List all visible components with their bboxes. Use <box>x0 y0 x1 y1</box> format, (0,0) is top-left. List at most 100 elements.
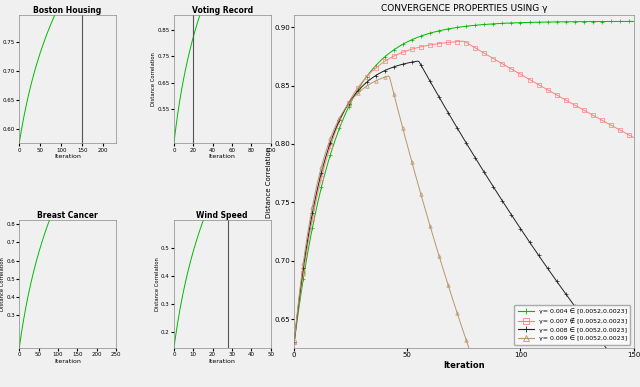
γ= 0.004 ∈ [0.0052,0.0023] <box>399 42 406 46</box>
γ= 0.008 ∈ [0.0052,0.0023] <box>444 110 452 115</box>
γ= 0.004 ∈ [0.0052,0.0023] <box>544 20 552 24</box>
γ= 0.007 ∉ [0.0052,0.0023] <box>381 59 388 64</box>
γ= 0.007 ∉ [0.0052,0.0023] <box>417 45 425 49</box>
γ= 0.009 ∈ [0.0052,0.0023] <box>472 364 479 368</box>
γ= 0.004 ∈ [0.0052,0.0023] <box>462 24 470 29</box>
γ= 0.007 ∉ [0.0052,0.0023] <box>399 50 406 55</box>
Line: γ= 0.008 ∈ [0.0052,0.0023]: γ= 0.008 ∈ [0.0052,0.0023] <box>292 60 631 379</box>
Y-axis label: Distance Correlation: Distance Correlation <box>0 257 5 311</box>
γ= 0.007 ∉ [0.0052,0.0023] <box>481 51 488 56</box>
γ= 0.009 ∈ [0.0052,0.0023] <box>300 261 307 266</box>
γ= 0.008 ∈ [0.0052,0.0023] <box>508 212 515 217</box>
γ= 0.008 ∈ [0.0052,0.0023] <box>354 89 362 94</box>
γ= 0.007 ∉ [0.0052,0.0023] <box>335 119 343 124</box>
γ= 0.004 ∈ [0.0052,0.0023] <box>535 20 543 24</box>
γ= 0.008 ∈ [0.0052,0.0023] <box>345 101 353 106</box>
γ= 0.008 ∈ [0.0052,0.0023] <box>462 140 470 145</box>
γ= 0.007 ∉ [0.0052,0.0023] <box>291 340 298 345</box>
γ= 0.007 ∉ [0.0052,0.0023] <box>408 47 416 51</box>
γ= 0.004 ∈ [0.0052,0.0023] <box>571 19 579 24</box>
γ= 0.008 ∈ [0.0052,0.0023] <box>625 375 633 379</box>
γ= 0.007 ∉ [0.0052,0.0023] <box>580 108 588 113</box>
γ= 0.009 ∈ [0.0052,0.0023] <box>354 91 362 96</box>
γ= 0.008 ∈ [0.0052,0.0023] <box>544 266 552 271</box>
γ= 0.007 ∉ [0.0052,0.0023] <box>525 77 533 82</box>
γ= 0.004 ∈ [0.0052,0.0023] <box>553 19 561 24</box>
X-axis label: Iteration: Iteration <box>54 359 81 364</box>
γ= 0.007 ∉ [0.0052,0.0023] <box>589 113 596 118</box>
X-axis label: Iteration: Iteration <box>54 154 81 159</box>
γ= 0.009 ∈ [0.0052,0.0023] <box>426 223 434 228</box>
Title: Voting Record: Voting Record <box>192 6 253 15</box>
γ= 0.007 ∉ [0.0052,0.0023] <box>426 43 434 47</box>
γ= 0.009 ∈ [0.0052,0.0023] <box>308 205 316 209</box>
γ= 0.008 ∈ [0.0052,0.0023] <box>453 125 461 130</box>
γ= 0.009 ∈ [0.0052,0.0023] <box>390 91 397 96</box>
γ= 0.004 ∈ [0.0052,0.0023] <box>381 55 388 59</box>
γ= 0.008 ∈ [0.0052,0.0023] <box>417 63 425 67</box>
γ= 0.004 ∈ [0.0052,0.0023] <box>335 126 343 130</box>
γ= 0.009 ∈ [0.0052,0.0023] <box>399 126 406 131</box>
γ= 0.007 ∉ [0.0052,0.0023] <box>535 82 543 87</box>
γ= 0.008 ∈ [0.0052,0.0023] <box>381 68 388 73</box>
γ= 0.009 ∈ [0.0052,0.0023] <box>435 253 443 258</box>
γ= 0.004 ∈ [0.0052,0.0023] <box>308 226 316 231</box>
γ= 0.009 ∈ [0.0052,0.0023] <box>453 311 461 315</box>
Title: CONVERGENCE PROPERTIES USING γ: CONVERGENCE PROPERTIES USING γ <box>381 4 547 13</box>
γ= 0.004 ∈ [0.0052,0.0023] <box>372 63 380 68</box>
γ= 0.009 ∈ [0.0052,0.0023] <box>345 101 353 106</box>
γ= 0.009 ∈ [0.0052,0.0023] <box>381 75 388 79</box>
γ= 0.007 ∉ [0.0052,0.0023] <box>372 66 380 70</box>
γ= 0.008 ∈ [0.0052,0.0023] <box>335 118 343 123</box>
γ= 0.007 ∉ [0.0052,0.0023] <box>598 118 606 123</box>
γ= 0.007 ∉ [0.0052,0.0023] <box>354 86 362 90</box>
γ= 0.007 ∉ [0.0052,0.0023] <box>499 62 506 66</box>
γ= 0.007 ∉ [0.0052,0.0023] <box>345 100 353 105</box>
γ= 0.008 ∈ [0.0052,0.0023] <box>562 291 570 296</box>
γ= 0.004 ∈ [0.0052,0.0023] <box>291 340 298 345</box>
γ= 0.007 ∉ [0.0052,0.0023] <box>625 133 633 137</box>
γ= 0.008 ∈ [0.0052,0.0023] <box>372 73 380 78</box>
γ= 0.008 ∈ [0.0052,0.0023] <box>363 80 371 85</box>
Line: γ= 0.009 ∈ [0.0052,0.0023]: γ= 0.009 ∈ [0.0052,0.0023] <box>292 75 631 387</box>
γ= 0.008 ∈ [0.0052,0.0023] <box>317 170 325 175</box>
Legend: γ= 0.004 ∈ [0.0052,0.0023], γ= 0.007 ∉ [0.0052,0.0023], γ= 0.008 ∈ [0.0052,0.002: γ= 0.004 ∈ [0.0052,0.0023], γ= 0.007 ∉ [… <box>514 305 630 345</box>
γ= 0.007 ∉ [0.0052,0.0023] <box>390 54 397 58</box>
γ= 0.004 ∈ [0.0052,0.0023] <box>499 21 506 26</box>
γ= 0.004 ∈ [0.0052,0.0023] <box>417 34 425 38</box>
γ= 0.007 ∉ [0.0052,0.0023] <box>544 87 552 92</box>
γ= 0.004 ∈ [0.0052,0.0023] <box>444 27 452 31</box>
γ= 0.008 ∈ [0.0052,0.0023] <box>607 352 615 356</box>
γ= 0.004 ∈ [0.0052,0.0023] <box>390 48 397 52</box>
γ= 0.009 ∈ [0.0052,0.0023] <box>372 79 380 83</box>
γ= 0.009 ∈ [0.0052,0.0023] <box>462 338 470 342</box>
γ= 0.009 ∈ [0.0052,0.0023] <box>326 136 334 141</box>
γ= 0.007 ∉ [0.0052,0.0023] <box>607 123 615 127</box>
γ= 0.008 ∈ [0.0052,0.0023] <box>308 211 316 216</box>
γ= 0.004 ∈ [0.0052,0.0023] <box>607 19 615 24</box>
γ= 0.007 ∉ [0.0052,0.0023] <box>317 176 325 180</box>
γ= 0.004 ∈ [0.0052,0.0023] <box>345 105 353 110</box>
γ= 0.007 ∉ [0.0052,0.0023] <box>363 74 371 79</box>
Title: Boston Housing: Boston Housing <box>33 6 102 15</box>
γ= 0.008 ∈ [0.0052,0.0023] <box>516 226 524 231</box>
γ= 0.007 ∉ [0.0052,0.0023] <box>308 217 316 222</box>
γ= 0.004 ∈ [0.0052,0.0023] <box>317 185 325 190</box>
γ= 0.007 ∉ [0.0052,0.0023] <box>490 56 497 61</box>
γ= 0.004 ∈ [0.0052,0.0023] <box>508 21 515 25</box>
γ= 0.004 ∈ [0.0052,0.0023] <box>598 19 606 24</box>
γ= 0.007 ∉ [0.0052,0.0023] <box>508 67 515 72</box>
γ= 0.008 ∈ [0.0052,0.0023] <box>390 65 397 69</box>
γ= 0.007 ∉ [0.0052,0.0023] <box>553 92 561 97</box>
γ= 0.008 ∈ [0.0052,0.0023] <box>589 328 596 333</box>
γ= 0.004 ∈ [0.0052,0.0023] <box>435 29 443 33</box>
γ= 0.004 ∈ [0.0052,0.0023] <box>472 23 479 27</box>
γ= 0.008 ∈ [0.0052,0.0023] <box>435 95 443 99</box>
γ= 0.009 ∈ [0.0052,0.0023] <box>417 192 425 197</box>
γ= 0.004 ∈ [0.0052,0.0023] <box>453 25 461 30</box>
γ= 0.004 ∈ [0.0052,0.0023] <box>562 19 570 24</box>
γ= 0.008 ∈ [0.0052,0.0023] <box>598 340 606 345</box>
γ= 0.008 ∈ [0.0052,0.0023] <box>535 253 543 258</box>
X-axis label: Iteration: Iteration <box>209 359 236 364</box>
X-axis label: Iteration: Iteration <box>443 361 484 370</box>
